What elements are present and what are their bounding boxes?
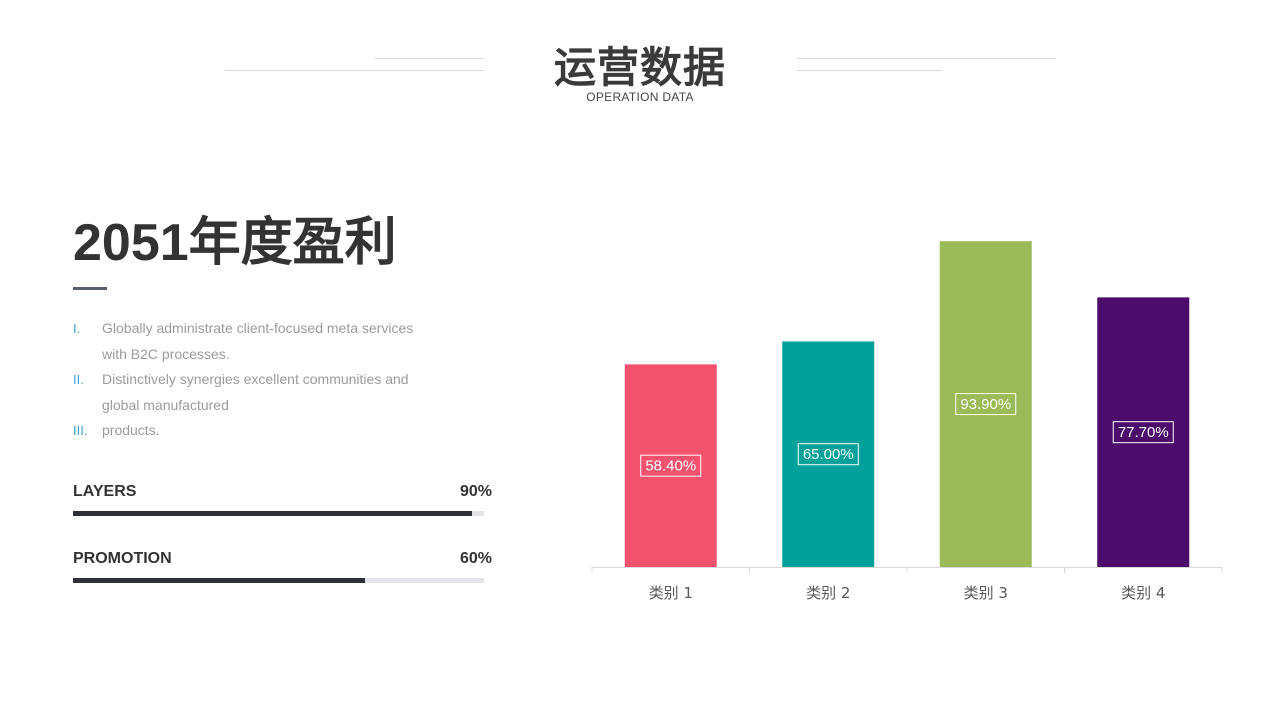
bar [939,241,1032,567]
data-label-box [1112,421,1174,444]
x-tick-label: 类别 4 [1121,584,1165,602]
header-rule-right-long [797,58,1056,59]
data-label-box [955,393,1017,416]
data-label-box [797,443,859,466]
data-label-box [640,454,702,477]
progress-value-promotion: 60% [459,550,492,567]
header-rule-right-short [797,70,942,71]
bullet-list: I. Globally administrate client-focused … [73,316,433,444]
bar [624,364,717,567]
x-tick-label: 类别 2 [806,584,850,602]
header-rule-left-long [225,70,484,71]
title-accent-bar [73,287,107,290]
list-item-number: I. [73,321,81,336]
list-item: II. Distinctively synergies excellent co… [73,367,433,418]
progress-value-layers: 90% [459,483,492,500]
progress-label-layers: LAYERS [73,483,137,500]
list-item-number: II. [73,372,84,387]
progress-fill-layers [73,511,472,516]
progress-label-promotion: PROMOTION [73,550,172,567]
bar-chart: 58.40% 类别 1 65.00% 类别 2 93.90% 类别 3 77.70% 类别 4 [591,241,1223,602]
data-label: 93.90% [960,396,1011,413]
page-title: 运营数据 [553,44,726,91]
header-rule-left-short [374,58,484,59]
bar [1097,297,1190,567]
progress-fill-promotion [73,578,365,583]
data-label: 58.40% [645,458,696,475]
bar [782,341,875,567]
list-item-text: Distinctively synergies excellent commun… [102,371,409,413]
list-item: I. Globally administrate client-focused … [73,316,433,367]
list-item: III. products. [73,418,433,444]
progress-track-layers [73,511,484,516]
data-label: 65.00% [803,446,854,463]
list-item-number: III. [73,423,88,438]
list-item-text: products. [102,422,160,438]
page-subtitle: OPERATION DATA [586,90,694,104]
x-tick-label: 类别 3 [964,584,1008,602]
list-item-text: Globally administrate client-focused met… [102,320,414,362]
section-title: 2051年度盈利 [73,214,397,272]
progress-track-promotion [73,578,484,583]
x-tick-label: 类别 1 [649,584,693,602]
data-label: 77.70% [1118,424,1169,441]
